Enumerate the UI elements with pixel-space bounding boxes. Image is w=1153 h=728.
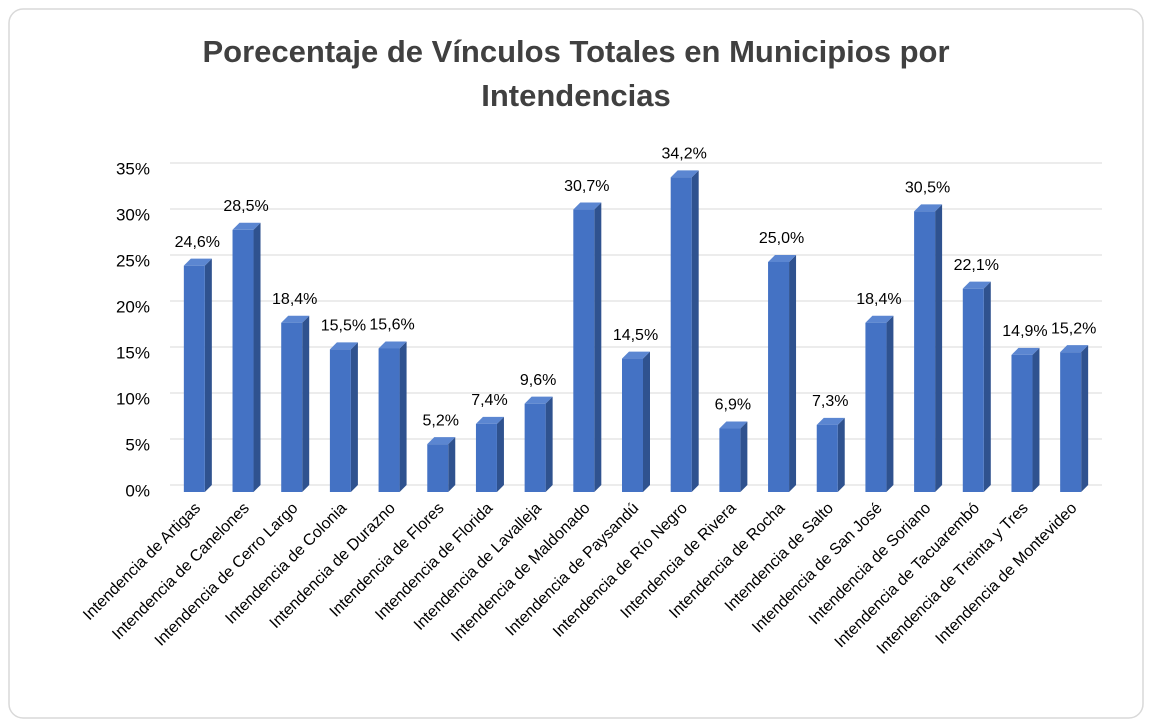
y-tick-label: 20% xyxy=(116,297,150,316)
bar xyxy=(865,322,887,492)
data-label: 5,2% xyxy=(423,412,459,429)
bar-top xyxy=(427,437,456,445)
data-label: 6,9% xyxy=(715,397,751,414)
bar-top xyxy=(281,315,310,323)
y-tick-label: 35% xyxy=(116,159,150,178)
data-label: 24,6% xyxy=(175,234,220,251)
bar xyxy=(378,348,400,492)
bar-side xyxy=(935,204,943,492)
bar-side xyxy=(886,315,894,492)
bar xyxy=(719,428,741,492)
bar-side xyxy=(740,421,748,492)
bar-side xyxy=(1081,345,1089,492)
data-label: 7,4% xyxy=(471,392,507,409)
data-label: 25,0% xyxy=(759,230,804,247)
bar-top xyxy=(1060,345,1089,353)
y-tick-label: 0% xyxy=(125,481,150,500)
bar xyxy=(427,444,449,492)
y-tick-label: 30% xyxy=(116,205,150,224)
bar-side xyxy=(350,342,358,492)
bar-side xyxy=(594,202,602,492)
data-label: 14,9% xyxy=(1002,323,1047,340)
data-label: 9,6% xyxy=(520,372,556,389)
data-label: 22,1% xyxy=(954,257,999,274)
bar-side xyxy=(302,315,310,492)
data-label: 30,5% xyxy=(905,180,950,197)
bar-side xyxy=(253,222,261,493)
data-label: 14,5% xyxy=(613,327,658,344)
bar-top xyxy=(719,421,748,429)
bar-side xyxy=(545,396,553,492)
bar-side xyxy=(983,281,991,492)
bar xyxy=(914,211,936,492)
bar xyxy=(816,424,838,492)
data-label: 34,2% xyxy=(661,146,706,163)
bar-side xyxy=(643,351,650,492)
bar-top xyxy=(962,281,991,289)
bar-top xyxy=(183,258,212,266)
bar-side xyxy=(399,341,407,492)
chart-title: Porecentaje de Vínculos Totales en Munic… xyxy=(202,34,950,113)
bar xyxy=(670,177,692,493)
bar-side xyxy=(1032,347,1040,492)
bar-top xyxy=(670,170,699,178)
bar xyxy=(962,288,984,492)
bar xyxy=(183,265,205,492)
bar-top xyxy=(622,351,650,359)
bar xyxy=(232,229,254,493)
bar xyxy=(329,349,351,492)
data-label: 7,3% xyxy=(812,393,848,410)
bar xyxy=(1011,354,1033,492)
bar-top xyxy=(573,202,602,210)
data-label: 15,6% xyxy=(369,317,414,334)
data-label: 30,7% xyxy=(564,178,609,195)
bar-side xyxy=(789,255,797,492)
bar-top xyxy=(378,341,407,349)
bar-side xyxy=(691,170,699,493)
bar xyxy=(573,209,595,492)
y-tick-label: 5% xyxy=(125,435,150,454)
bar-side xyxy=(837,417,845,492)
bar xyxy=(281,322,303,492)
data-label: 18,4% xyxy=(856,291,901,308)
bar-top xyxy=(524,396,553,404)
bar-top xyxy=(914,204,943,212)
y-tick-label: 25% xyxy=(116,251,150,270)
bar-top xyxy=(865,315,894,323)
bar-side xyxy=(496,416,504,492)
data-label: 18,4% xyxy=(272,291,317,308)
data-label: 15,5% xyxy=(321,318,366,335)
bar-top xyxy=(1011,347,1040,355)
bar-top xyxy=(816,417,845,425)
bar xyxy=(475,423,497,492)
bar xyxy=(768,262,790,492)
y-tick-label: 10% xyxy=(116,389,150,408)
bar-top xyxy=(232,222,261,230)
bar xyxy=(524,403,546,492)
bar-top xyxy=(768,255,797,262)
y-tick-label: 15% xyxy=(116,343,150,362)
bar-top xyxy=(475,416,504,424)
bar-side xyxy=(448,437,456,492)
data-label: 28,5% xyxy=(223,198,268,215)
bar xyxy=(622,358,643,492)
bar xyxy=(1060,352,1082,492)
bar-side xyxy=(204,258,212,492)
bar-top xyxy=(329,342,358,350)
data-label: 15,2% xyxy=(1051,320,1096,337)
